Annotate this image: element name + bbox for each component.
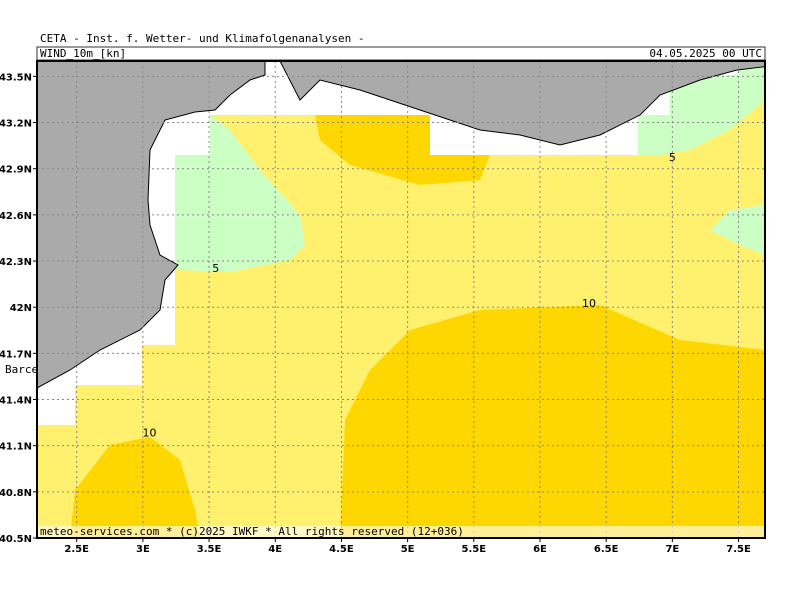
map-area [37,61,765,538]
lat-label: 43.2N [0,119,32,130]
contour-label: 5 [669,151,676,164]
place-label: Barce [5,363,38,376]
gold-area [340,305,765,538]
lon-label: 3.5E [197,544,222,555]
lon-label: 7E [665,544,679,555]
map-frame [36,60,766,539]
lon-label: 2.5E [64,544,89,555]
lat-label: 42.6N [0,211,32,222]
lat-label: 42.9N [0,165,32,176]
lat-label: 43.5N [0,72,32,83]
lon-label: 6E [533,544,547,555]
no-data [37,61,737,425]
lon-label: 4E [268,544,282,555]
lon-label: 4.5E [329,544,354,555]
lon-label: 5.5E [462,544,487,555]
valid-time: 04.05.2025 00 UTC [649,47,762,60]
land [37,61,266,389]
lat-label: 40.5N [0,534,32,545]
lat-label: 40.8N [0,488,32,499]
green-area [638,61,765,155]
contour-label: 10 [143,426,157,439]
footer: meteo-services.com * (c)2025 IWKF * All … [40,525,464,538]
lon-label: 7.5E [726,544,751,555]
gold-area [70,437,200,538]
lat-label: 41.7N [0,349,32,360]
lat-label: 41.1N [0,442,32,453]
contour-label: 5 [212,262,219,275]
green-area [175,115,305,272]
lon-label: 3E [136,544,150,555]
green-area [710,205,765,255]
contour-label: 10 [582,297,596,310]
lat-label: 42.3N [0,257,32,268]
footer-bg [38,526,764,537]
land [279,61,765,146]
gold-area [315,115,490,185]
lat-label: 42N [10,303,32,314]
lon-label: 6.5E [594,544,619,555]
lat-label: 41.4N [0,396,32,407]
field-name: WIND_10m_[kn] [40,47,126,60]
lon-label: 5E [401,544,415,555]
header-title: CETA - Inst. f. Wetter- und Klimafolgena… [40,32,365,45]
